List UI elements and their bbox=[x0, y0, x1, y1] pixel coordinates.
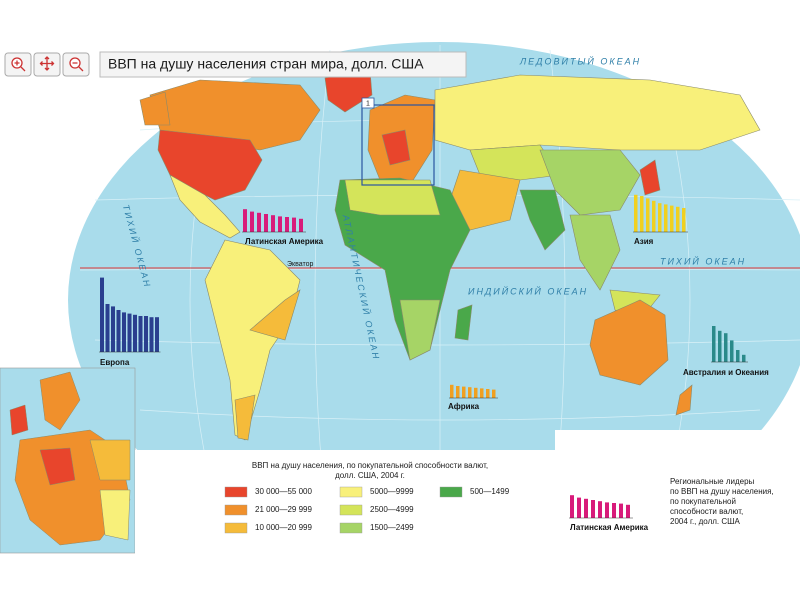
leader-bar bbox=[486, 389, 490, 398]
legend-label: 21 000—29 999 bbox=[255, 505, 312, 514]
leader-bar bbox=[116, 310, 121, 352]
leaders-note-line: Региональные лидеры bbox=[670, 477, 755, 486]
leader-bar bbox=[138, 316, 143, 352]
legend-swatch bbox=[439, 486, 463, 498]
inset-frame bbox=[361, 104, 435, 186]
leader-bar bbox=[640, 196, 644, 232]
leader-bar bbox=[577, 497, 581, 518]
leader-bar bbox=[144, 316, 148, 352]
legend-title: ВВП на душу населения, по покупательной … bbox=[252, 461, 488, 470]
legend-swatch bbox=[339, 486, 363, 498]
leader-bar bbox=[271, 215, 275, 232]
legend-swatch bbox=[339, 504, 363, 516]
legend-label: 500—1499 bbox=[470, 487, 510, 496]
leader-bar bbox=[285, 217, 289, 232]
zoom-out-button[interactable] bbox=[62, 52, 90, 77]
ocean-label: ИНДИЙСКИЙ ОКЕАН bbox=[468, 285, 588, 296]
legend-swatch bbox=[224, 504, 248, 516]
leader-bar bbox=[292, 217, 296, 232]
leader-bar bbox=[742, 354, 746, 362]
leader-bar bbox=[712, 326, 716, 362]
ocean-label: ЛЕДОВИТЫЙ ОКЕАН bbox=[519, 55, 641, 66]
toolbar bbox=[4, 52, 90, 77]
leader-bar bbox=[111, 306, 115, 352]
pan-button[interactable] bbox=[33, 52, 61, 77]
leader-bar bbox=[664, 204, 668, 232]
leader-bar bbox=[492, 389, 496, 398]
legend-swatch bbox=[224, 486, 248, 498]
inset-number: 1 bbox=[366, 100, 370, 107]
leader-bar bbox=[450, 384, 454, 398]
leader-bar bbox=[127, 313, 132, 352]
leader-bar bbox=[480, 388, 484, 398]
leader-bar bbox=[264, 214, 268, 232]
leader-bar bbox=[299, 218, 303, 232]
leader-bar bbox=[682, 208, 686, 232]
leader-bar bbox=[652, 200, 656, 232]
leader-bar bbox=[133, 314, 137, 352]
region-label: Африка bbox=[448, 402, 480, 411]
legend-swatch bbox=[224, 522, 248, 534]
leader-bar bbox=[456, 386, 460, 398]
leader-bar bbox=[724, 333, 728, 362]
land bbox=[139, 69, 761, 441]
legend-label: 5000—9999 bbox=[370, 487, 414, 496]
leader-bar bbox=[676, 206, 680, 232]
leaders-note-line: 2004 г., долл. США bbox=[670, 517, 740, 526]
region-label: Азия bbox=[634, 237, 654, 246]
region-label: Европа bbox=[100, 358, 130, 367]
inset-badge bbox=[361, 97, 375, 109]
leader-bar bbox=[612, 503, 616, 518]
leader-bar bbox=[584, 498, 588, 518]
leaders-note-line: по ВВП на душу населения, bbox=[670, 487, 774, 496]
leader-bar bbox=[122, 312, 126, 352]
leader-bar bbox=[149, 317, 154, 352]
leader-bar bbox=[257, 212, 261, 232]
leader-bar bbox=[598, 501, 602, 518]
equator-label: Экватор bbox=[287, 261, 313, 268]
leader-bar bbox=[570, 495, 574, 518]
leaders-note-line: по покупательной bbox=[670, 497, 736, 506]
region-label: Австралия и Океания bbox=[683, 368, 769, 377]
leader-bar bbox=[605, 502, 609, 518]
leader-bar bbox=[730, 340, 734, 362]
legend-label: 10 000—20 999 bbox=[255, 523, 312, 532]
leader-bar bbox=[634, 194, 638, 232]
region-label: Латинская Америка bbox=[570, 523, 649, 532]
leader-bar bbox=[619, 503, 623, 518]
legend-label: 30 000—55 000 bbox=[255, 487, 312, 496]
leader-bar bbox=[278, 216, 282, 232]
leader-bar bbox=[474, 387, 478, 398]
legend-swatch bbox=[339, 522, 363, 534]
legend-label: 2500—4999 bbox=[370, 505, 414, 514]
leader-bar bbox=[736, 350, 740, 362]
leader-bar bbox=[105, 304, 110, 352]
leader-bar bbox=[250, 211, 254, 232]
zoom-in-button[interactable] bbox=[4, 52, 32, 77]
leader-bar bbox=[670, 205, 674, 232]
title-box bbox=[99, 51, 467, 78]
legend-panel bbox=[135, 430, 800, 562]
legend-items: 30 000—55 000 21 000—29 999 10 000—20 999 5… bbox=[224, 486, 510, 534]
regional-charts: Латинская Америка Европа Азия Африка Австрал… bbox=[99, 194, 769, 532]
europe-inset bbox=[0, 367, 136, 554]
leader-bar bbox=[243, 209, 247, 232]
leader-bar bbox=[591, 500, 595, 518]
leader-bar bbox=[626, 504, 630, 518]
legend-title: долл. США, 2004 г. bbox=[335, 471, 405, 480]
leader-bar bbox=[462, 386, 466, 398]
leader-bar bbox=[100, 277, 104, 352]
leader-bar bbox=[658, 203, 662, 232]
leader-bar bbox=[718, 330, 722, 362]
leader-bar bbox=[646, 198, 650, 232]
legend-label: 1500—2499 bbox=[370, 523, 414, 532]
leaders-note-line: способности валют, bbox=[670, 507, 743, 516]
leader-bar bbox=[468, 387, 472, 398]
leader-bar bbox=[155, 317, 159, 352]
page-title: ВВП на душу населения стран мира, долл. … bbox=[108, 56, 424, 72]
ocean-label: ТИХИЙ ОКЕАН bbox=[660, 255, 746, 266]
region-label: Латинская Америка bbox=[245, 237, 324, 246]
